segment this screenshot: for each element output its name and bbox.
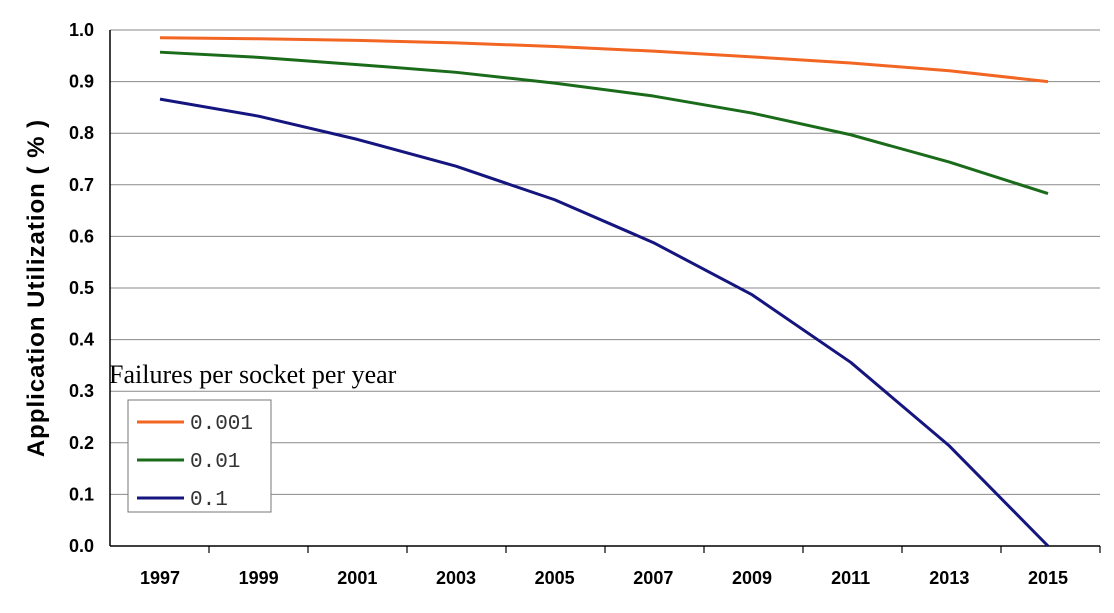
legend: 0.001 0.01 0.1 <box>127 399 272 513</box>
x-tick-2001: 2001 <box>337 568 377 588</box>
x-tick-2007: 2007 <box>633 568 673 588</box>
y-tick-0.6: 0.6 <box>69 226 94 246</box>
legend-box <box>127 399 272 513</box>
series-line-0.1 <box>159 97 1050 548</box>
legend-label-0.001: 0.001 <box>190 413 253 436</box>
axes <box>109 30 1101 553</box>
grid-lines <box>110 29 1100 495</box>
x-tick-1999: 1999 <box>239 568 279 588</box>
x-tick-2005: 2005 <box>535 568 575 588</box>
series-line-0.01 <box>159 50 1049 196</box>
x-tick-2009: 2009 <box>732 568 772 588</box>
y-tick-0.4: 0.4 <box>69 330 94 350</box>
y-tick-0.1: 0.1 <box>69 484 94 504</box>
y-tick-0.3: 0.3 <box>69 381 94 401</box>
y-tick-0.9: 0.9 <box>69 72 94 92</box>
series-lines <box>159 36 1050 548</box>
y-tick-labels: 0.0 0.1 0.2 0.3 0.4 0.5 0.6 0.7 0.8 0.9 1.0 <box>69 20 94 556</box>
x-tick-2003: 2003 <box>436 568 476 588</box>
legend-title: Failures per socket per year <box>109 360 397 389</box>
x-tick-2011: 2011 <box>831 568 870 588</box>
y-axis-label: Application Utilization ( % ) <box>23 119 50 457</box>
y-tick-0.5: 0.5 <box>69 278 94 298</box>
x-tick-2013: 2013 <box>929 568 969 588</box>
y-tick-0.2: 0.2 <box>69 433 94 453</box>
legend-label-0.1: 0.1 <box>190 489 228 512</box>
y-tick-0.7: 0.7 <box>69 175 94 195</box>
series-line-0.001 <box>159 36 1049 84</box>
x-tick-labels: 1997 1999 2001 2003 2005 2007 2009 2011 2013 2015 <box>140 568 1068 588</box>
y-tick-0.0: 0.0 <box>69 536 94 556</box>
x-tick-1997: 1997 <box>140 568 180 588</box>
legend-label-0.01: 0.01 <box>190 451 240 474</box>
x-tick-2015: 2015 <box>1028 568 1068 588</box>
y-tick-0.8: 0.8 <box>69 123 94 143</box>
y-tick-1.0: 1.0 <box>69 20 94 40</box>
